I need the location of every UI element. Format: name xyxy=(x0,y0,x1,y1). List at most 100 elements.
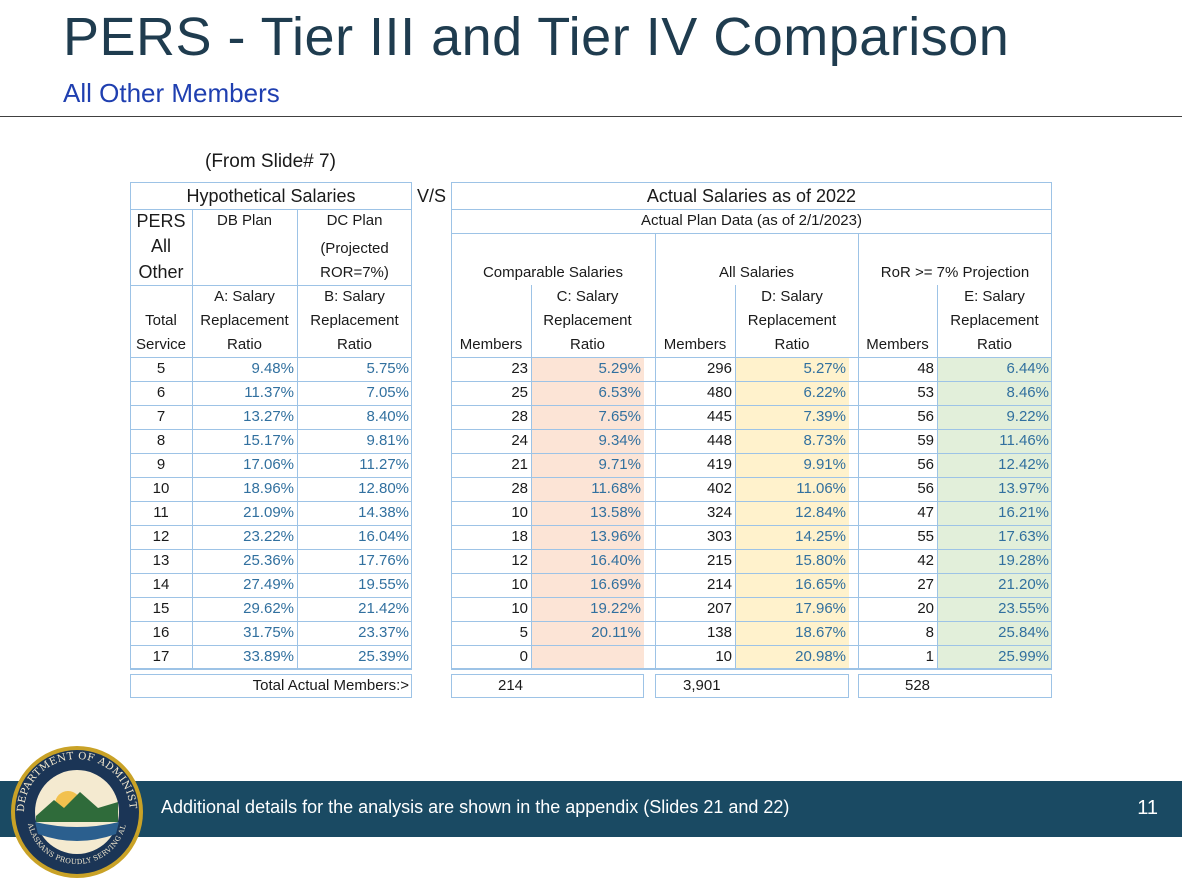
row-members-comparable: 23 xyxy=(511,360,528,377)
actual-plan-data-subheader: Actual Plan Data (as of 2/1/2023) xyxy=(641,212,862,229)
row-ratio-c: 5.29% xyxy=(598,360,641,377)
total-label-box xyxy=(130,674,412,698)
row-members-ror: 53 xyxy=(917,384,934,401)
grid-h-row xyxy=(130,573,412,574)
grid-h-row xyxy=(451,597,1052,598)
row-ratio-c: 19.22% xyxy=(590,600,641,617)
row-ratio-a: 33.89% xyxy=(243,648,294,665)
total-all-box xyxy=(655,674,849,698)
col-b-line2: Replacement xyxy=(310,312,399,329)
total-ror-box xyxy=(858,674,1052,698)
row-ratio-a: 27.49% xyxy=(243,576,294,593)
row-ratio-d: 15.80% xyxy=(795,552,846,569)
grid-h-actual-1 xyxy=(451,209,1052,210)
row-ratio-a: 21.09% xyxy=(243,504,294,521)
row-ratio-b: 23.37% xyxy=(358,624,409,641)
row-members-comparable: 25 xyxy=(511,384,528,401)
grid-h-row xyxy=(130,429,412,430)
row-ratio-c: 13.58% xyxy=(590,504,641,521)
row-service: 5 xyxy=(156,360,166,377)
row-ratio-d: 16.65% xyxy=(795,576,846,593)
grid-v-hypo xyxy=(192,209,193,669)
row-ratio-c: 7.65% xyxy=(598,408,641,425)
grid-h-row xyxy=(130,453,412,454)
db-plan-header: DB Plan xyxy=(216,212,273,229)
total-comparable-box xyxy=(451,674,644,698)
footer-note: Additional details for the analysis are … xyxy=(161,797,790,817)
row-members-all: 138 xyxy=(706,624,732,641)
row-members-all: 480 xyxy=(706,384,732,401)
fill-column-d xyxy=(735,357,849,669)
grid-h-row xyxy=(451,669,1052,670)
row-ratio-e: 21.20% xyxy=(998,576,1049,593)
row-service: 14 xyxy=(152,576,170,593)
row-ratio-b: 21.42% xyxy=(358,600,409,617)
col-d-line1: D: Salary xyxy=(761,288,823,305)
grid-h-row xyxy=(451,405,1052,406)
grid-h-row xyxy=(130,525,412,526)
row-ratio-d: 14.25% xyxy=(795,528,846,545)
col-e-line1: E: Salary xyxy=(964,288,1025,305)
row-service: 6 xyxy=(156,384,166,401)
grid-v-hypo xyxy=(297,209,298,669)
all-salaries-header: All Salaries xyxy=(718,264,795,281)
row-ratio-e: 16.21% xyxy=(998,504,1049,521)
grid-h-row xyxy=(130,597,412,598)
row-members-all: 445 xyxy=(706,408,732,425)
grid-h-row xyxy=(451,357,1052,358)
page-number: 11 xyxy=(1137,797,1158,819)
row-ratio-c: 13.96% xyxy=(590,528,641,545)
grid-v-actual-group xyxy=(858,233,859,669)
grid-h-row xyxy=(130,405,412,406)
row-ratio-a: 17.06% xyxy=(243,456,294,473)
pers-label-line2: All xyxy=(150,236,171,256)
row-members-ror: 1 xyxy=(925,648,934,665)
row-members-ror: 27 xyxy=(917,576,934,593)
row-ratio-a: 23.22% xyxy=(243,528,294,545)
row-members-comparable: 18 xyxy=(511,528,528,545)
col-d-line3: Ratio xyxy=(774,336,810,353)
comparable-salaries-header: Comparable Salaries xyxy=(482,264,624,281)
source-note: (From Slide# 7) xyxy=(205,151,336,172)
row-ratio-a: 25.36% xyxy=(243,552,294,569)
grid-h-row xyxy=(451,381,1052,382)
row-members-ror: 42 xyxy=(917,552,934,569)
row-service: 15 xyxy=(152,600,170,617)
row-ratio-b: 9.81% xyxy=(366,432,409,449)
row-ratio-a: 15.17% xyxy=(243,432,294,449)
row-service: 12 xyxy=(152,528,170,545)
row-ratio-d: 17.96% xyxy=(795,600,846,617)
row-members-all: 303 xyxy=(706,528,732,545)
row-ratio-c: 6.53% xyxy=(598,384,641,401)
row-members-all: 402 xyxy=(706,480,732,497)
row-ratio-d: 18.67% xyxy=(795,624,846,641)
grid-h-actual-2 xyxy=(451,233,1052,234)
row-service: 13 xyxy=(152,552,170,569)
row-ratio-d: 20.98% xyxy=(795,648,846,665)
row-ratio-a: 9.48% xyxy=(251,360,294,377)
grid-h-row xyxy=(130,645,412,646)
members-header: Members xyxy=(866,336,929,353)
row-members-all: 296 xyxy=(706,360,732,377)
row-members-all: 10 xyxy=(715,648,732,665)
row-members-ror: 8 xyxy=(925,624,934,641)
row-ratio-c xyxy=(531,645,644,669)
page-title: PERS - Tier III and Tier IV Comparison xyxy=(63,7,1010,67)
row-ratio-d: 9.91% xyxy=(803,456,846,473)
col-a-line3: Ratio xyxy=(226,336,263,353)
grid-v-actual-inner xyxy=(937,285,938,669)
col-c-line2: Replacement xyxy=(543,312,632,329)
row-ratio-e: 8.46% xyxy=(1006,384,1049,401)
total-actual-members-label: Total Actual Members:> xyxy=(252,677,409,694)
hypothetical-box xyxy=(130,182,412,669)
actual-salaries-header: Actual Salaries as of 2022 xyxy=(646,186,857,206)
grid-h-row xyxy=(451,453,1052,454)
row-ratio-b: 5.75% xyxy=(366,360,409,377)
members-header: Members xyxy=(459,336,523,353)
grid-h-row xyxy=(130,477,412,478)
row-ratio-a: 11.37% xyxy=(244,384,294,401)
row-ratio-b: 19.55% xyxy=(358,576,409,593)
fill-column-e xyxy=(937,357,1052,669)
projected-line1: (Projected xyxy=(320,240,389,257)
row-ratio-c: 16.69% xyxy=(590,576,641,593)
